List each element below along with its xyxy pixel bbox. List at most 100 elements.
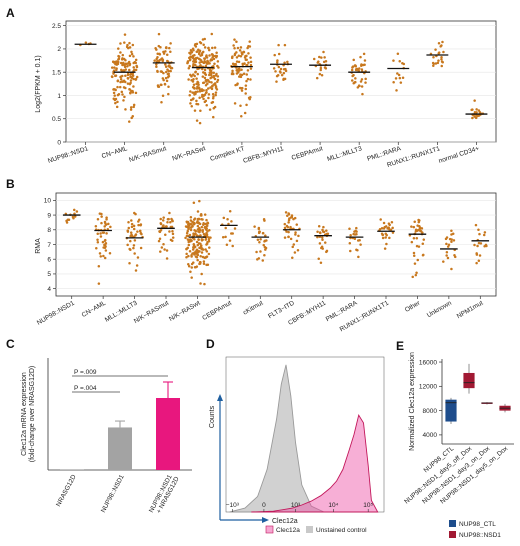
data-point <box>205 227 208 230</box>
x-tick-label: 10⁵ <box>363 502 373 509</box>
data-point <box>262 243 265 247</box>
data-point <box>135 65 139 69</box>
y-tick-label: 2 <box>57 46 61 53</box>
data-point <box>320 245 324 248</box>
data-point <box>477 241 481 245</box>
data-point <box>130 116 133 120</box>
x-tick-label: N/K−RASwt <box>171 145 206 162</box>
data-point <box>259 237 262 241</box>
data-point <box>184 236 187 240</box>
data-point <box>479 242 483 245</box>
data-point <box>192 233 195 236</box>
data-point <box>478 254 482 257</box>
data-point <box>190 254 193 257</box>
data-point <box>244 87 248 91</box>
data-point <box>194 45 198 48</box>
data-point <box>206 60 210 64</box>
data-point <box>158 230 162 234</box>
data-point <box>112 69 116 72</box>
data-point <box>434 62 438 65</box>
data-point <box>132 224 136 228</box>
data-point <box>357 255 360 259</box>
data-point <box>256 238 260 241</box>
data-point <box>364 77 367 81</box>
data-point <box>192 243 196 247</box>
data-point <box>196 103 200 106</box>
data-point <box>287 212 290 215</box>
data-point <box>129 79 133 82</box>
data-point <box>164 225 168 228</box>
data-point <box>324 241 327 244</box>
data-point <box>317 60 320 63</box>
data-point <box>388 236 391 240</box>
data-point <box>203 59 206 63</box>
data-point <box>195 119 199 122</box>
data-point <box>187 254 190 258</box>
data-point <box>482 233 486 237</box>
x-tick-label: normal CD34+ <box>438 145 480 165</box>
data-point <box>193 74 196 78</box>
data-point <box>205 80 208 83</box>
data-point <box>473 243 476 247</box>
data-point <box>233 53 237 57</box>
data-point <box>194 266 197 269</box>
data-point <box>103 243 107 246</box>
data-point <box>159 83 163 86</box>
data-point <box>211 92 215 96</box>
data-point <box>124 80 127 84</box>
x-tick-label: NUP98::NSD1 <box>100 473 126 514</box>
data-point <box>221 235 225 239</box>
data-point <box>230 72 234 76</box>
data-point <box>100 215 103 218</box>
data-point <box>197 52 201 56</box>
data-point <box>419 229 423 233</box>
data-point <box>161 94 165 98</box>
data-point <box>134 58 138 62</box>
data-point <box>204 234 207 237</box>
data-point <box>421 242 425 245</box>
data-point <box>233 38 236 41</box>
data-point <box>362 63 365 67</box>
data-point <box>128 88 131 91</box>
data-point <box>166 72 170 76</box>
data-point <box>123 33 127 36</box>
data-point <box>230 232 233 235</box>
data-point <box>206 230 209 233</box>
data-point <box>157 85 161 88</box>
data-point <box>189 216 193 219</box>
data-point <box>318 231 322 234</box>
data-point <box>283 43 287 47</box>
data-point <box>200 248 204 251</box>
data-point <box>104 238 107 242</box>
data-point <box>200 239 204 242</box>
data-point <box>132 55 135 58</box>
data-point <box>360 64 363 68</box>
x-tick-label: N/K−RASmut <box>133 300 170 326</box>
data-point <box>193 217 197 220</box>
data-point <box>190 75 193 78</box>
data-point <box>165 79 169 83</box>
data-point <box>191 64 195 68</box>
data-point <box>318 55 321 59</box>
data-point <box>282 77 285 81</box>
data-point <box>165 53 169 57</box>
data-point <box>412 225 416 229</box>
data-point <box>202 97 205 101</box>
data-point <box>167 85 170 88</box>
data-point <box>204 222 207 226</box>
data-point <box>240 68 243 71</box>
data-point <box>201 50 205 54</box>
legend-label-clec12a: Clec12a <box>276 527 300 534</box>
panel-c: C Clec12a mRNA expression (fold-change ov… <box>6 337 192 515</box>
data-point <box>246 69 250 72</box>
data-point <box>155 57 158 61</box>
data-point <box>440 64 443 68</box>
data-point <box>286 214 289 218</box>
data-point <box>297 234 300 238</box>
data-point <box>290 214 294 217</box>
data-point <box>205 54 208 57</box>
data-point <box>193 251 196 254</box>
data-point <box>169 50 172 54</box>
data-point <box>354 68 358 72</box>
data-point <box>432 64 435 68</box>
